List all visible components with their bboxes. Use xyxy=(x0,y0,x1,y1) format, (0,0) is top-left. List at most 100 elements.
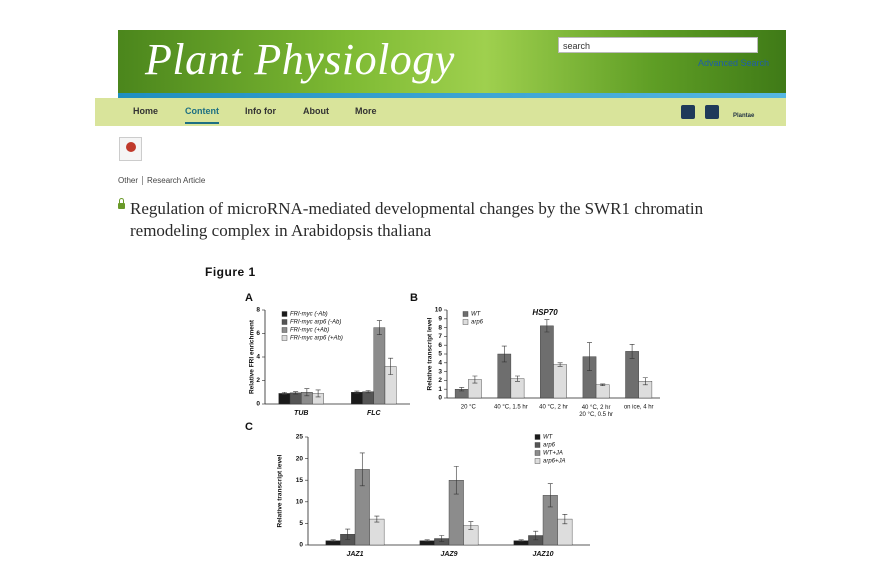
error-bar xyxy=(304,388,310,397)
error-bar xyxy=(354,390,360,394)
x-tick-label: 40 °C, 2 hr 20 °C, 0.5 hr xyxy=(579,405,613,418)
search-box[interactable]: search xyxy=(558,37,758,53)
facebook-icon[interactable] xyxy=(705,105,719,119)
y-tick-label: 2 xyxy=(256,377,260,384)
legend-label: WT xyxy=(543,435,554,441)
nav-bar xyxy=(95,98,786,126)
nav-item[interactable]: Info for xyxy=(245,106,276,116)
y-tick-label: 0 xyxy=(256,401,260,408)
x-tick-label: JAZ1 xyxy=(346,551,363,558)
nav-item[interactable]: Content xyxy=(185,106,219,124)
error-bar xyxy=(642,377,648,386)
twitter-icon[interactable] xyxy=(681,105,695,119)
journal-logo[interactable]: Plant Physiology xyxy=(145,35,455,84)
error-bar xyxy=(315,389,321,398)
error-bar xyxy=(424,539,430,542)
error-bar xyxy=(468,521,474,530)
y-tick-label: 20 xyxy=(296,455,304,462)
error-bar xyxy=(600,383,606,386)
x-tick-label: 40 °C, 1.5 hr xyxy=(494,405,528,411)
lock-icon xyxy=(118,203,125,209)
y-tick-label: 25 xyxy=(296,434,304,441)
y-tick-label: 8 xyxy=(256,307,260,314)
x-tick-label: FLC xyxy=(367,410,382,417)
y-tick-label: 4 xyxy=(256,354,260,361)
x-tick-label: JAZ10 xyxy=(532,551,553,558)
error-bar xyxy=(376,320,382,335)
breadcrumb-item[interactable]: Research Article xyxy=(147,176,206,185)
bar xyxy=(351,392,363,405)
y-tick-label: 9 xyxy=(438,316,442,323)
legend-label: FRI-myc (+Ab) xyxy=(290,328,329,334)
legend-label: FRI-myc arp6 (+Ab) xyxy=(290,336,343,342)
advanced-search-link[interactable]: Advanced Search xyxy=(698,58,770,68)
x-tick-label: TUB xyxy=(294,410,308,417)
panel-label: B xyxy=(410,292,418,304)
error-bar xyxy=(501,345,507,363)
legend-swatch xyxy=(534,434,541,440)
error-bar xyxy=(629,344,635,359)
y-tick-label: 0 xyxy=(438,395,442,402)
bar xyxy=(278,393,291,405)
bar xyxy=(369,518,385,546)
bar xyxy=(540,325,554,399)
error-bar xyxy=(547,483,553,508)
chart-title: HSP70 xyxy=(532,308,558,317)
y-tick-label: 4 xyxy=(438,360,442,367)
legend-swatch xyxy=(534,442,541,448)
x-tick-label: 40 °C, 2 hr xyxy=(539,405,568,411)
nav-item[interactable]: Home xyxy=(133,106,159,116)
error-bar xyxy=(518,539,524,542)
error-bar xyxy=(586,342,592,372)
legend-swatch xyxy=(534,458,541,464)
nav-item[interactable]: More xyxy=(355,106,377,116)
legend-swatch xyxy=(281,335,288,341)
bar xyxy=(289,392,302,405)
legend-swatch xyxy=(462,319,469,325)
y-axis-label: Relative transcript level xyxy=(427,317,434,390)
legend-label: arp6 xyxy=(543,443,556,449)
panel-label: A xyxy=(245,292,253,304)
error-bar xyxy=(359,452,365,487)
panel-label: C xyxy=(245,421,253,433)
legend-label: arp6 xyxy=(471,320,484,326)
error-bar xyxy=(374,515,380,523)
y-tick-label: 7 xyxy=(438,333,442,340)
error-bar xyxy=(515,375,521,382)
y-tick-label: 8 xyxy=(438,324,442,331)
figure-label: Figure 1 xyxy=(205,265,256,279)
error-bar xyxy=(533,530,539,541)
legend-swatch xyxy=(281,327,288,333)
legend-label: FRI-myc (-Ab) xyxy=(290,312,328,318)
legend-swatch xyxy=(462,311,469,317)
error-bar xyxy=(472,375,478,384)
y-tick-label: 3 xyxy=(438,368,442,375)
lock-icon xyxy=(119,198,124,203)
error-bar xyxy=(293,391,299,395)
legend-swatch xyxy=(534,450,541,456)
x-tick-label: 20 °C xyxy=(461,405,477,411)
error-bar xyxy=(453,466,459,495)
error-bar xyxy=(345,528,351,540)
article-title: Regulation of microRNA-mediated developm… xyxy=(130,199,704,240)
y-tick-label: 5 xyxy=(299,520,303,527)
y-tick-label: 6 xyxy=(256,330,260,337)
y-tick-label: 15 xyxy=(296,477,304,484)
breadcrumb-item[interactable]: Other xyxy=(118,176,139,185)
y-tick-label: 6 xyxy=(438,342,442,349)
legend-label: WT+JA xyxy=(543,451,563,457)
y-axis-label: Relative transcript level xyxy=(277,454,284,527)
thumbnail[interactable] xyxy=(119,137,142,161)
error-bar xyxy=(459,387,465,392)
legend-label: arp6+JA xyxy=(543,459,566,465)
legend-swatch xyxy=(281,319,288,325)
nav-item[interactable]: About xyxy=(303,106,329,116)
y-axis-label: Relative FRI enrichment xyxy=(249,319,256,394)
plantae-link[interactable]: Plantae xyxy=(733,113,755,119)
legend-label: WT xyxy=(471,312,482,318)
y-tick-label: 5 xyxy=(438,351,442,358)
bar xyxy=(362,391,374,405)
error-bar xyxy=(562,514,568,525)
